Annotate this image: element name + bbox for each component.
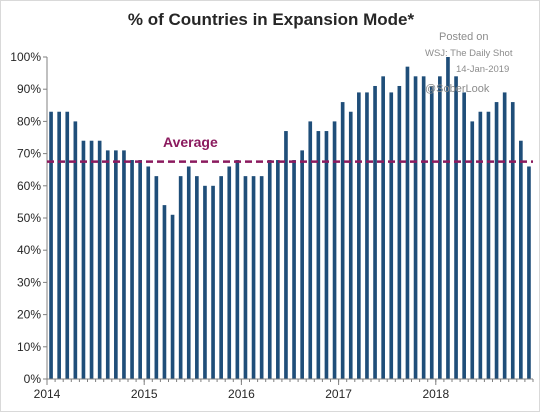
bar-2014-06 bbox=[89, 140, 94, 379]
bar-2017-09 bbox=[405, 66, 410, 379]
y-tick-label: 50% bbox=[17, 211, 41, 225]
bar-2018-01 bbox=[438, 76, 442, 379]
bar-2018-02 bbox=[446, 57, 450, 379]
y-tick-label: 90% bbox=[17, 82, 41, 96]
x-tick-label: 2014 bbox=[34, 387, 61, 401]
bar-2014-02 bbox=[57, 111, 61, 380]
bar-2015-01 bbox=[146, 166, 151, 379]
bar-2016-12 bbox=[332, 121, 337, 380]
bar-2018-12 bbox=[527, 166, 531, 379]
bar-2015-10 bbox=[219, 176, 223, 379]
bar-2014-09 bbox=[114, 150, 118, 379]
bar-2017-07 bbox=[389, 92, 394, 380]
x-tick-label: 2018 bbox=[422, 387, 449, 401]
y-tick-label: 70% bbox=[17, 147, 41, 161]
bar-2016-05 bbox=[276, 160, 280, 379]
bar-2017-05 bbox=[373, 85, 377, 379]
bar-2016-01 bbox=[243, 176, 248, 379]
bar-2018-04 bbox=[462, 92, 466, 380]
y-axis: 0% 10% 20% 30% 40% 50% 60% 70% 80% 90% 100% bbox=[10, 50, 48, 386]
x-tick-label: 2016 bbox=[228, 387, 255, 401]
y-tick-label: 10% bbox=[17, 340, 41, 354]
chart-title: % of Countries in Expansion Mode* bbox=[128, 10, 415, 29]
bar-2014-07 bbox=[97, 140, 102, 379]
bar-2016-04 bbox=[267, 160, 272, 379]
watermark-source: WSJ: The Daily Shot bbox=[425, 48, 513, 59]
watermark-handle: @SoberLook bbox=[425, 83, 490, 95]
y-tick-label: 60% bbox=[17, 179, 41, 193]
bar-2018-11 bbox=[519, 140, 523, 379]
bar-2014-08 bbox=[105, 150, 110, 379]
bar-2018-05 bbox=[470, 121, 475, 380]
bars-group bbox=[49, 57, 531, 380]
y-tick-label: 20% bbox=[17, 308, 41, 322]
bar-2015-07 bbox=[195, 176, 199, 379]
bar-2014-12 bbox=[138, 160, 142, 379]
bar-2015-12 bbox=[235, 160, 240, 379]
average-label: Average bbox=[163, 134, 218, 150]
bar-2018-08 bbox=[494, 102, 499, 379]
y-tick-label: 100% bbox=[10, 50, 41, 64]
bar-2018-10 bbox=[510, 102, 515, 379]
y-tick-label: 0% bbox=[24, 372, 42, 386]
bar-2014-10 bbox=[122, 150, 126, 379]
bar-2014-05 bbox=[81, 140, 86, 379]
bar-2017-03 bbox=[357, 92, 361, 380]
y-tick-label: 80% bbox=[17, 114, 41, 128]
bar-2017-06 bbox=[381, 76, 385, 379]
x-tick-label: 2015 bbox=[131, 387, 158, 401]
bar-2015-06 bbox=[186, 166, 191, 379]
bar-2018-09 bbox=[502, 92, 507, 380]
x-axis: 2014 2015 2016 2017 2018 bbox=[34, 378, 534, 401]
bar-2017-02 bbox=[348, 111, 353, 380]
bar-2017-04 bbox=[365, 92, 369, 380]
bar-2015-04 bbox=[170, 214, 175, 379]
watermark-date: 14-Jan-2019 bbox=[456, 64, 509, 75]
y-tick-label: 30% bbox=[17, 275, 41, 289]
bar-2017-08 bbox=[397, 85, 402, 379]
bar-2016-11 bbox=[324, 131, 329, 379]
watermark-posted-on: Posted on bbox=[439, 31, 489, 43]
bar-2016-10 bbox=[316, 131, 321, 379]
bar-2015-09 bbox=[211, 185, 215, 379]
bar-2017-12 bbox=[429, 85, 434, 379]
bar-2015-02 bbox=[154, 176, 159, 379]
bar-2016-02 bbox=[251, 176, 256, 379]
bar-2018-06 bbox=[478, 111, 483, 380]
bar-2016-03 bbox=[259, 176, 264, 379]
y-tick-label: 40% bbox=[17, 243, 41, 257]
x-tick-label: 2017 bbox=[325, 387, 352, 401]
bar-2015-08 bbox=[203, 185, 207, 379]
bar-2016-06 bbox=[284, 131, 288, 379]
bar-2014-11 bbox=[130, 160, 134, 379]
bar-2016-09 bbox=[308, 121, 313, 380]
bar-2016-08 bbox=[300, 150, 304, 379]
bar-2015-03 bbox=[162, 205, 167, 379]
bar-2017-10 bbox=[413, 76, 418, 379]
bar-2018-03 bbox=[454, 76, 458, 379]
bar-2015-05 bbox=[178, 176, 183, 379]
bar-2014-04 bbox=[73, 121, 78, 380]
bar-2017-01 bbox=[340, 102, 345, 379]
bar-2017-11 bbox=[421, 76, 426, 379]
bar-2016-07 bbox=[292, 160, 296, 379]
bar-2014-03 bbox=[65, 111, 70, 380]
watermark: Posted on WSJ: The Daily Shot 14-Jan-201… bbox=[425, 31, 513, 95]
bar-2015-11 bbox=[227, 166, 232, 379]
bar-2018-07 bbox=[486, 111, 491, 380]
bar-2014-01 bbox=[49, 111, 53, 380]
